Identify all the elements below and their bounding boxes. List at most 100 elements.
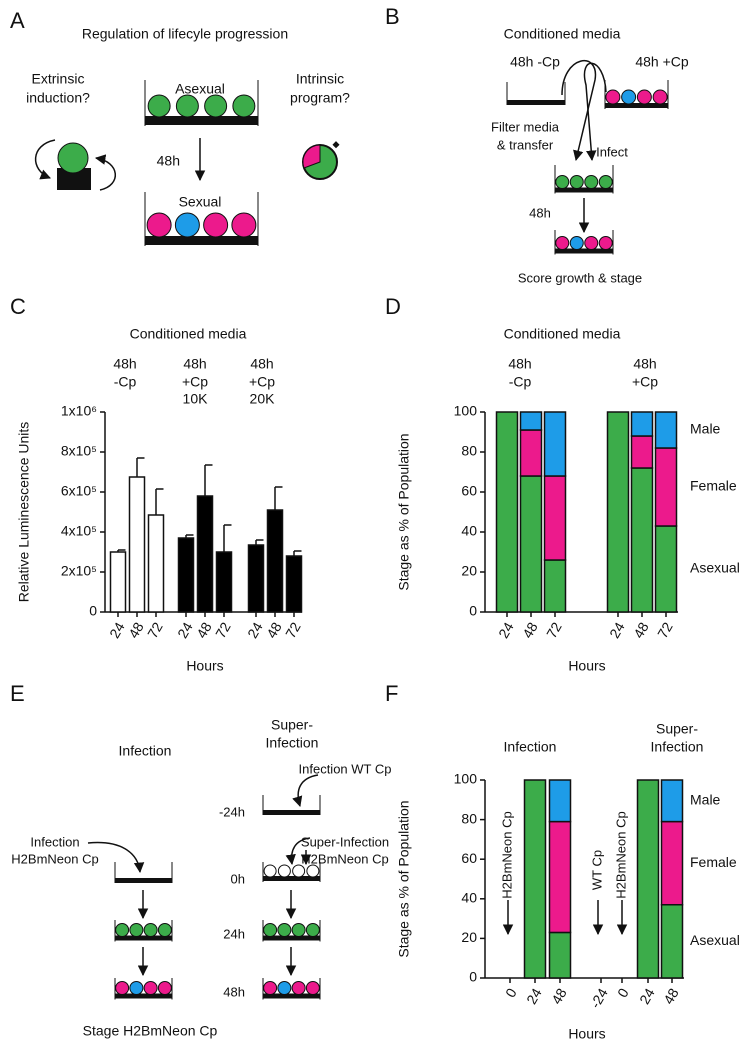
x-tick-label: 24: [244, 619, 266, 641]
bar-segment: [660, 903, 684, 979]
bar-segment: [660, 779, 684, 823]
bar-segment: [519, 429, 543, 477]
bar: [215, 551, 233, 613]
bar: [147, 514, 165, 613]
bar-segment: [654, 411, 678, 449]
label: Infection: [119, 743, 172, 759]
bar-segment: [660, 820, 684, 906]
parasite: [115, 923, 130, 937]
parasite: [263, 981, 278, 995]
parasite: [277, 864, 291, 878]
y-tick-label: 4x10⁵: [61, 523, 97, 539]
label: Sexual: [179, 194, 222, 210]
well-bottom: [145, 116, 258, 125]
well-bottom: [507, 100, 565, 105]
label: & transfer: [497, 137, 554, 152]
label: Extrinsic: [32, 71, 85, 87]
curved-arrow: [292, 774, 319, 808]
x-tick-label: 72: [282, 619, 304, 641]
label: Infection: [30, 834, 79, 849]
x-tick-label: 24: [174, 619, 196, 641]
panel-letter: D: [385, 294, 401, 319]
well-bottom: [115, 878, 172, 883]
y-tick-label: 40: [461, 523, 477, 539]
legend-label: Male: [690, 791, 721, 807]
y-axis-label: Stage as % of Population: [396, 800, 412, 957]
bar: [109, 551, 127, 613]
legend-label: Asexual: [690, 932, 740, 948]
label: induction?: [26, 90, 90, 106]
parasite: [555, 236, 570, 250]
x-tick-label: 0: [502, 985, 520, 1000]
label: 48h +Cp: [635, 54, 689, 70]
parasite: [147, 94, 171, 118]
panel-letter: E: [10, 681, 25, 706]
chart-title: Conditioned media: [130, 326, 247, 342]
x-tick-label: 72: [654, 619, 676, 641]
x-tick-label: 24: [636, 985, 658, 1007]
bar: [177, 537, 195, 613]
label: Asexual: [175, 81, 225, 97]
x-tick-label: 24: [606, 619, 628, 641]
group-label: -Cp: [509, 374, 532, 390]
annotation: H2BmNeon Cp: [499, 811, 514, 898]
label: H2BmNeon Cp: [11, 851, 98, 866]
parasite: [621, 89, 637, 105]
parasite: [291, 981, 306, 995]
group-label: +Cp: [249, 374, 275, 390]
parasite: [263, 923, 278, 937]
chart-title: Conditioned media: [504, 326, 621, 342]
well-bottom: [263, 993, 320, 999]
curved-arrow: [285, 837, 311, 866]
parasite: [277, 981, 292, 995]
parasite: [569, 236, 584, 250]
x-tick-label: 48: [263, 619, 285, 641]
bar: [247, 544, 265, 613]
legend-label: Female: [690, 478, 737, 494]
parasite: [175, 94, 199, 118]
x-tick-label: 24: [106, 619, 128, 641]
annotation: H2BmNeon Cp: [613, 811, 628, 898]
x-axis-label: Hours: [568, 658, 605, 674]
parasite: [292, 864, 306, 878]
label: 0h: [231, 871, 245, 886]
parasite: [305, 981, 320, 995]
label: 48h: [157, 153, 180, 169]
curved-arrow: [94, 154, 117, 191]
group-label: Infection: [504, 739, 557, 755]
parasite: [157, 923, 172, 937]
y-tick-label: 100: [454, 403, 478, 419]
parasite: [232, 94, 256, 118]
panel-letter: A: [10, 8, 25, 33]
y-tick-label: 60: [461, 850, 477, 866]
x-tick-label: 72: [212, 619, 234, 641]
label: 48h: [223, 984, 245, 999]
x-tick-label: 48: [548, 985, 570, 1007]
label: program?: [290, 90, 350, 106]
curved-arrow: [583, 62, 607, 162]
annotation: WT Cp: [589, 850, 604, 890]
group-label: +Cp: [182, 374, 208, 390]
group-label: 48h: [250, 356, 273, 372]
parasite: [115, 981, 130, 995]
label: -24h: [219, 804, 245, 819]
y-tick-label: 40: [461, 890, 477, 906]
x-axis-label: Hours: [186, 658, 223, 674]
parasite: [204, 94, 228, 118]
y-tick-label: 60: [461, 483, 477, 499]
bar-segment: [630, 435, 654, 469]
parasite: [305, 923, 320, 937]
clock-knob: [332, 141, 340, 149]
label: 48h -Cp: [510, 54, 560, 70]
label: Infection: [266, 735, 319, 751]
bar-segment: [519, 411, 543, 431]
x-tick-label: 48: [125, 619, 147, 641]
y-tick-label: 20: [461, 563, 477, 579]
bar-segment: [548, 931, 572, 979]
bar: [285, 555, 303, 613]
panel-title: Conditioned media: [504, 26, 621, 42]
label: Score growth & stage: [518, 270, 642, 285]
y-tick-label: 0: [89, 603, 97, 619]
parasite: [652, 89, 668, 105]
